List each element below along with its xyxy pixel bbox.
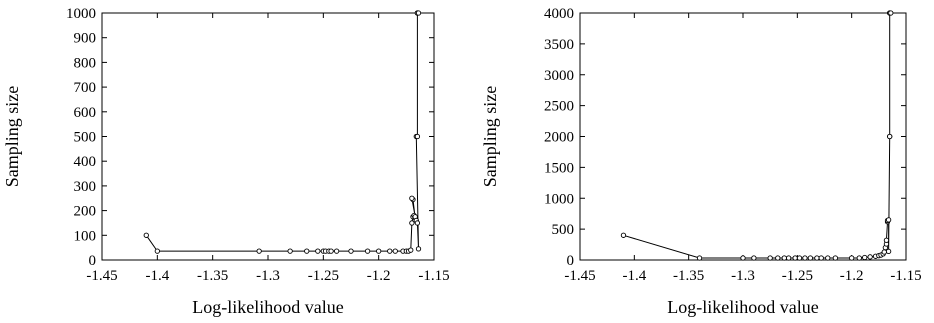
data-point — [376, 248, 382, 254]
y-tick-label: 700 — [74, 80, 97, 96]
data-point — [387, 248, 393, 254]
data-point — [315, 248, 321, 254]
data-point — [304, 248, 310, 254]
x-tick-label: -1.4 — [622, 268, 646, 284]
data-point — [333, 248, 340, 254]
data-point — [807, 255, 814, 261]
y-tick-label: 3000 — [544, 68, 574, 84]
x-tick-label: -1.15 — [418, 268, 449, 284]
data-point — [415, 10, 422, 16]
data-point — [814, 255, 820, 261]
data-point — [364, 248, 371, 254]
y-tick-label: 200 — [74, 204, 97, 220]
data-point — [856, 255, 862, 261]
y-tick-label: 600 — [74, 105, 97, 121]
y-axis-title: Sampling size — [2, 86, 22, 188]
data-point — [409, 195, 415, 201]
y-tick-label: 1000 — [544, 191, 574, 207]
y-tick-label: 400 — [74, 154, 97, 170]
data-point — [415, 246, 422, 252]
data-point — [696, 255, 703, 261]
data-point — [781, 255, 787, 261]
x-tick-label: -1.4 — [145, 268, 169, 284]
data-point — [409, 220, 415, 226]
x-tick-label: -1.35 — [673, 268, 704, 284]
y-tick-label: 1500 — [544, 160, 574, 176]
y-tick-label: 0 — [89, 253, 97, 269]
y-tick-label: 0 — [567, 253, 575, 269]
data-point — [888, 10, 894, 16]
data-point — [348, 248, 354, 254]
y-tick-label: 3500 — [544, 37, 574, 53]
data-point — [414, 133, 421, 140]
data-point — [154, 248, 160, 254]
data-point — [751, 255, 757, 261]
y-tick-label: 1000 — [66, 6, 96, 22]
data-point — [143, 232, 149, 238]
x-tick-label: -1.25 — [308, 268, 339, 284]
x-tick-label: -1.15 — [890, 268, 921, 284]
data-point — [620, 232, 627, 238]
data-point — [832, 255, 839, 261]
plot-frame — [579, 12, 907, 261]
x-axis-title: Log-likelihood value — [667, 297, 818, 317]
y-tick-label: 900 — [74, 31, 97, 47]
x-tick-label: -1.45 — [564, 268, 595, 284]
data-point — [328, 248, 334, 254]
x-tick-label: -1.2 — [367, 268, 391, 284]
x-axis-title: Log-likelihood value — [192, 297, 343, 317]
y-tick-label: 500 — [74, 130, 97, 146]
data-point — [881, 249, 887, 255]
data-point — [825, 255, 831, 261]
data-point — [885, 217, 892, 223]
x-tick-label: -1.3 — [256, 268, 280, 284]
data-point — [256, 248, 262, 254]
chart-left: -1.45 -1.4 -1.35 -1.3 -1.25 -1.2 -1.15 0 100 200 3… — [2, 6, 450, 317]
x-tick-label: -1.3 — [731, 268, 755, 284]
data-point — [883, 237, 890, 243]
y-tick-label: 500 — [552, 222, 575, 238]
data-point — [887, 133, 893, 140]
data-point — [767, 255, 773, 261]
y-tick-label: 300 — [74, 179, 97, 195]
chart-right: -1.45 -1.4 -1.35 -1.3 -1.25 -1.2 -1.15 0 500 1000… — [480, 6, 922, 317]
series-line — [623, 12, 891, 259]
y-tick-label: 2500 — [544, 99, 574, 115]
data-point — [775, 255, 781, 261]
data-point — [849, 255, 855, 261]
data-point — [414, 220, 421, 226]
x-tick-label: -1.35 — [197, 268, 228, 284]
y-axis-title: Sampling size — [480, 86, 500, 188]
data-point — [796, 255, 803, 261]
y-tick-label: 100 — [74, 228, 97, 244]
data-point — [287, 248, 293, 254]
data-point — [740, 255, 746, 261]
data-point — [862, 254, 868, 261]
x-tick-label: -1.25 — [782, 268, 813, 284]
data-point — [392, 248, 398, 254]
data-point — [785, 255, 792, 261]
data-point — [885, 248, 892, 255]
series-line — [145, 12, 420, 252]
plot-frame — [101, 12, 435, 261]
data-point — [867, 254, 873, 260]
data-point — [408, 247, 414, 253]
data-point — [792, 255, 798, 261]
y-tick-label: 4000 — [544, 6, 574, 22]
data-point — [802, 255, 808, 261]
x-tick-label: -1.2 — [840, 268, 864, 284]
x-tick-label: -1.45 — [86, 268, 117, 284]
y-tick-label: 800 — [74, 55, 97, 71]
data-point — [818, 255, 824, 261]
y-tick-label: 2000 — [544, 130, 574, 146]
